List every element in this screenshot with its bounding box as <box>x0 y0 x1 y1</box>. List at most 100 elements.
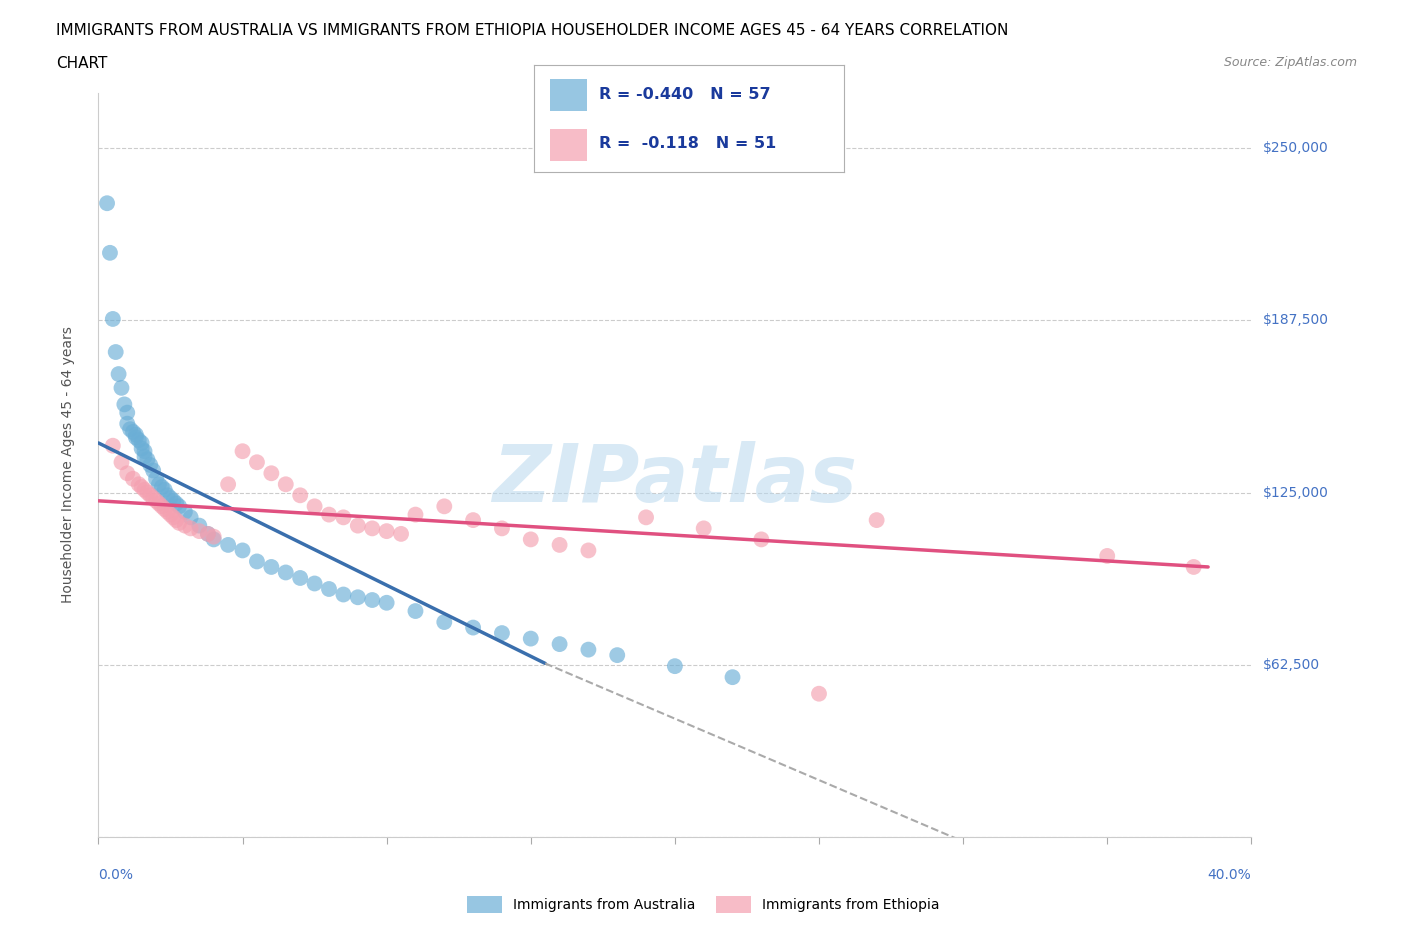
Point <box>202 529 225 544</box>
Point <box>433 498 456 513</box>
Text: ZIPatlas: ZIPatlas <box>492 441 858 519</box>
Point <box>96 196 118 211</box>
Point <box>578 643 600 658</box>
Point <box>120 421 142 436</box>
Point <box>246 554 269 569</box>
Point <box>174 504 197 519</box>
Point <box>159 507 181 522</box>
Point <box>165 496 187 511</box>
Point <box>332 510 354 525</box>
Point <box>134 483 156 498</box>
Text: $125,000: $125,000 <box>1263 485 1329 499</box>
Point <box>290 570 312 585</box>
Point <box>153 501 176 516</box>
Point <box>274 565 297 580</box>
Point <box>117 405 138 420</box>
Text: CHART: CHART <box>56 56 108 71</box>
Point <box>156 488 179 503</box>
Point <box>136 485 159 500</box>
Point <box>128 432 150 447</box>
Point <box>162 494 184 509</box>
Y-axis label: Householder Income Ages 45 - 64 years: Householder Income Ages 45 - 64 years <box>60 326 75 604</box>
Point <box>134 449 156 464</box>
Point <box>197 526 219 541</box>
Point <box>318 507 340 522</box>
Point <box>202 532 225 547</box>
Point <box>110 380 132 395</box>
Point <box>290 488 312 503</box>
Point <box>117 466 138 481</box>
Text: $62,500: $62,500 <box>1263 658 1320 671</box>
Point <box>153 483 176 498</box>
Point <box>866 512 889 527</box>
Text: 40.0%: 40.0% <box>1208 868 1251 882</box>
Point <box>461 512 484 527</box>
Point <box>389 526 412 541</box>
Point <box>361 521 384 536</box>
Point <box>346 590 368 604</box>
Point <box>150 498 173 513</box>
Point <box>260 466 283 481</box>
Point <box>751 532 773 547</box>
Point <box>148 496 170 511</box>
Point <box>304 498 326 513</box>
Point <box>318 581 340 596</box>
Point <box>260 560 283 575</box>
Point <box>117 417 138 432</box>
Point <box>636 510 658 525</box>
Point <box>188 518 211 533</box>
Point <box>1182 560 1205 575</box>
Point <box>246 455 269 470</box>
Point <box>101 438 124 453</box>
Point <box>304 576 326 591</box>
Point <box>167 498 190 513</box>
Bar <box>550 79 586 111</box>
Point <box>375 524 398 538</box>
Point <box>131 441 153 456</box>
Point <box>139 488 162 503</box>
Point <box>405 507 427 522</box>
Point <box>197 526 219 541</box>
Point <box>491 626 513 641</box>
Text: IMMIGRANTS FROM AUSTRALIA VS IMMIGRANTS FROM ETHIOPIA HOUSEHOLDER INCOME AGES 45: IMMIGRANTS FROM AUSTRALIA VS IMMIGRANTS … <box>56 23 1008 38</box>
Point <box>145 494 167 509</box>
Point <box>125 430 148 445</box>
Point <box>433 615 456 630</box>
Point <box>107 366 129 381</box>
Point <box>361 592 384 607</box>
Point <box>156 504 179 519</box>
Point <box>142 463 165 478</box>
Point <box>122 424 145 439</box>
Point <box>721 670 744 684</box>
Point <box>136 452 159 467</box>
Point <box>145 472 167 486</box>
Point <box>112 397 135 412</box>
Text: R = -0.440   N = 57: R = -0.440 N = 57 <box>599 87 770 102</box>
Point <box>110 455 132 470</box>
Point <box>664 658 686 673</box>
Point <box>174 518 197 533</box>
Point <box>606 647 628 662</box>
Point <box>217 538 239 552</box>
Point <box>180 510 202 525</box>
Legend: Immigrants from Australia, Immigrants from Ethiopia: Immigrants from Australia, Immigrants fr… <box>461 890 945 919</box>
Text: 0.0%: 0.0% <box>98 868 134 882</box>
Point <box>131 435 153 450</box>
Point <box>125 427 148 442</box>
Point <box>346 518 368 533</box>
Point <box>548 538 571 552</box>
Point <box>807 686 830 701</box>
Point <box>578 543 600 558</box>
Point <box>520 532 543 547</box>
Point <box>104 345 127 360</box>
Point <box>375 595 398 610</box>
Point <box>131 480 153 495</box>
Point <box>142 491 165 506</box>
Point <box>231 543 254 558</box>
Point <box>128 477 150 492</box>
Point <box>1097 549 1119 564</box>
Point <box>165 512 187 527</box>
Point <box>162 510 184 525</box>
Point <box>101 312 124 326</box>
Point <box>548 637 571 652</box>
